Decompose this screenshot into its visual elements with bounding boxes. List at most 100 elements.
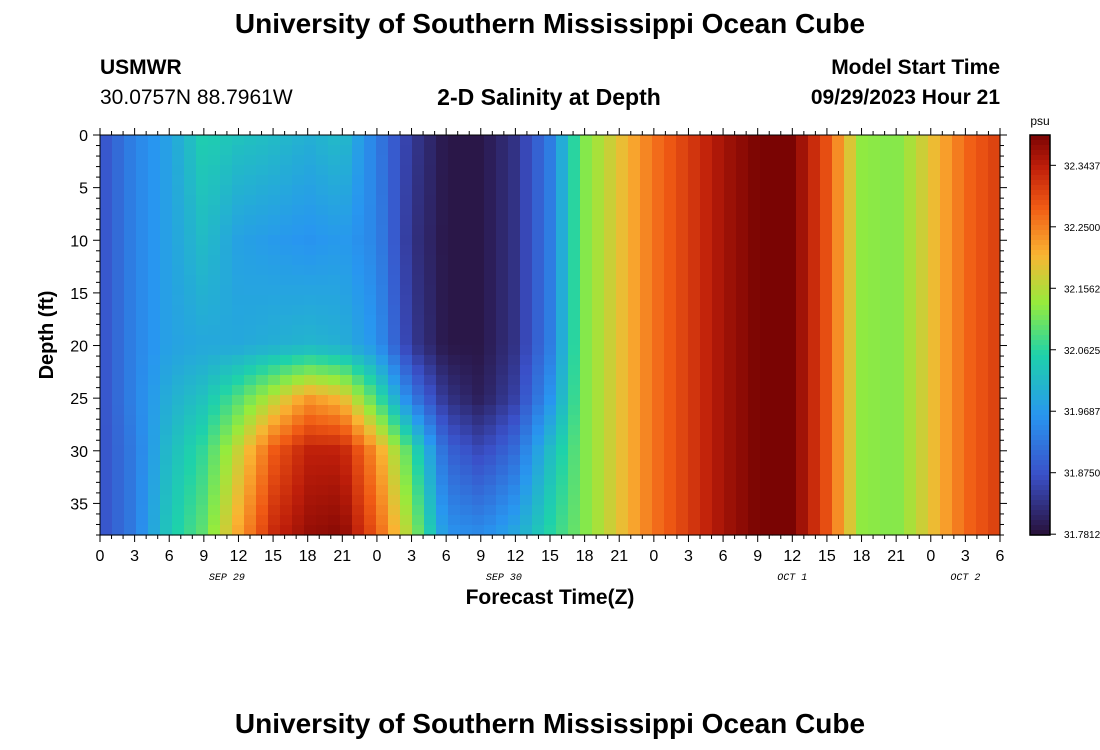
heatmap-cell	[376, 405, 389, 416]
heatmap-cell	[268, 165, 281, 176]
heatmap-cell	[640, 465, 653, 476]
heatmap-cell	[580, 445, 593, 456]
heatmap-cell	[760, 335, 773, 346]
heatmap-cell	[172, 345, 185, 356]
heatmap-cell	[124, 185, 137, 196]
heatmap-cell	[208, 385, 221, 396]
heatmap-cell	[892, 435, 905, 446]
heatmap-cell	[448, 505, 461, 516]
heatmap-cell	[856, 225, 869, 236]
heatmap-cell	[796, 145, 809, 156]
heatmap-cell	[784, 305, 797, 316]
heatmap-cell	[952, 455, 965, 466]
heatmap-cell	[700, 275, 713, 286]
heatmap-cell	[628, 335, 641, 346]
heatmap-cell	[472, 475, 485, 486]
heatmap-cell	[340, 365, 353, 376]
heatmap-cell	[460, 275, 473, 286]
heatmap-cell	[652, 175, 665, 186]
heatmap-cell	[760, 135, 773, 146]
heatmap-cell	[208, 345, 221, 356]
heatmap-cell	[436, 355, 449, 366]
heatmap-cell	[856, 145, 869, 156]
heatmap-cell	[160, 475, 173, 486]
heatmap-cell	[964, 335, 977, 346]
heatmap-cell	[832, 145, 845, 156]
heatmap-cell	[688, 465, 701, 476]
heatmap-cell	[784, 315, 797, 326]
heatmap-cell	[460, 435, 473, 446]
heatmap-cell	[148, 185, 161, 196]
heatmap-cell	[496, 465, 509, 476]
heatmap-cell	[928, 265, 941, 276]
heatmap-cell	[988, 315, 1001, 326]
heatmap-cell	[136, 335, 149, 346]
heatmap-cell	[916, 225, 929, 236]
heatmap-cell	[904, 485, 917, 496]
heatmap-cell	[796, 245, 809, 256]
heatmap-cell	[880, 405, 893, 416]
heatmap-cell	[604, 375, 617, 386]
heatmap-cell	[916, 345, 929, 356]
heatmap-cell	[640, 365, 653, 376]
heatmap-cell	[856, 395, 869, 406]
heatmap-cell	[280, 135, 293, 146]
heatmap-cell	[172, 415, 185, 426]
heatmap-cell	[532, 425, 545, 436]
heatmap-cell	[124, 215, 137, 226]
heatmap-cell	[952, 315, 965, 326]
heatmap-cell	[880, 495, 893, 506]
heatmap-cell	[592, 285, 605, 296]
heatmap-cell	[100, 495, 113, 506]
heatmap-cell	[676, 375, 689, 386]
heatmap-cell	[136, 155, 149, 166]
heatmap-cell	[604, 415, 617, 426]
heatmap-cell	[580, 305, 593, 316]
heatmap-cell	[124, 425, 137, 436]
heatmap-cell	[364, 365, 377, 376]
heatmap-cell	[856, 485, 869, 496]
heatmap-cell	[148, 485, 161, 496]
heatmap-cell	[868, 265, 881, 276]
heatmap-cell	[700, 255, 713, 266]
heatmap-cell	[148, 205, 161, 216]
heatmap-cell	[616, 315, 629, 326]
heatmap-cell	[640, 345, 653, 356]
heatmap-cell	[448, 395, 461, 406]
heatmap-cell	[388, 385, 401, 396]
y-tick-label: 25	[70, 391, 88, 408]
heatmap-cell	[376, 505, 389, 516]
heatmap-cell	[544, 315, 557, 326]
heatmap-cell	[328, 445, 341, 456]
heatmap-cell	[460, 395, 473, 406]
heatmap-cell	[448, 275, 461, 286]
heatmap-cell	[532, 135, 545, 146]
heatmap-cell	[904, 415, 917, 426]
heatmap-cell	[100, 505, 113, 516]
heatmap-cell	[808, 355, 821, 366]
heatmap-cell	[664, 325, 677, 336]
heatmap-cell	[880, 245, 893, 256]
heatmap-cell	[796, 275, 809, 286]
heatmap-cell	[160, 415, 173, 426]
heatmap-cell	[760, 525, 773, 536]
heatmap-cell	[964, 235, 977, 246]
heatmap-cell	[880, 455, 893, 466]
heatmap-cell	[160, 155, 173, 166]
heatmap-cell	[940, 465, 953, 476]
heatmap-cell	[148, 395, 161, 406]
heatmap-cell	[796, 525, 809, 536]
heatmap-cell	[676, 135, 689, 146]
heatmap-cell	[976, 475, 989, 486]
heatmap-cell	[868, 475, 881, 486]
heatmap-cell	[568, 525, 581, 536]
heatmap-cell	[412, 205, 425, 216]
heatmap-cell	[760, 435, 773, 446]
heatmap-cell	[892, 205, 905, 216]
heatmap-cell	[460, 495, 473, 506]
heatmap-cell	[352, 385, 365, 396]
heatmap-cell	[892, 425, 905, 436]
heatmap-cell	[652, 425, 665, 436]
heatmap-cell	[604, 385, 617, 396]
heatmap-cell	[868, 405, 881, 416]
